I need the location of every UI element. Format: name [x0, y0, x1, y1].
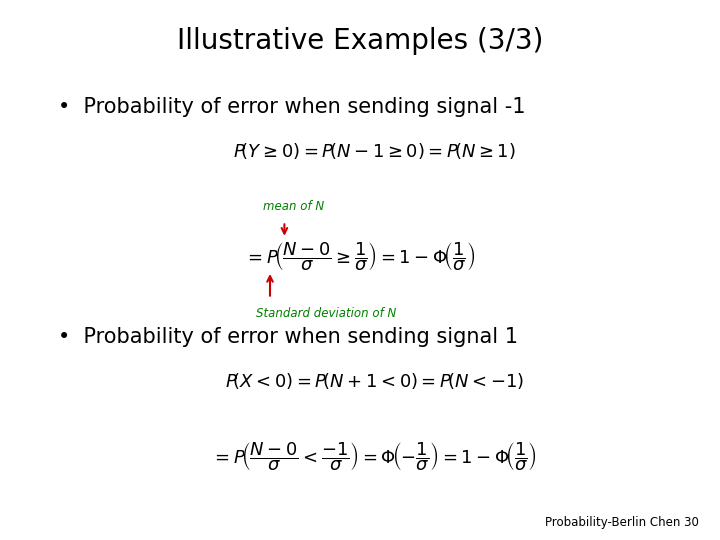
Text: $P\!\left(Y \geq 0\right)= P\!\left(N-1\geq 0\right)= P\!\left(N \geq 1\right)$: $P\!\left(Y \geq 0\right)= P\!\left(N-1\… [233, 141, 516, 161]
Text: •  Probability of error when sending signal 1: • Probability of error when sending sign… [58, 327, 518, 347]
Text: mean of N: mean of N [263, 200, 324, 213]
Text: $= P\!\left(\dfrac{N-0}{\sigma} < \dfrac{-1}{\sigma}\right) = \Phi\!\left(-\dfra: $= P\!\left(\dfrac{N-0}{\sigma} < \dfrac… [212, 440, 537, 473]
Text: $P\!\left(X < 0\right)= P\!\left(N+1 < 0\right)= P\!\left(N < -1\right)$: $P\!\left(X < 0\right)= P\!\left(N+1 < 0… [225, 370, 524, 391]
Text: Illustrative Examples (3/3): Illustrative Examples (3/3) [177, 27, 543, 55]
Text: $= P\!\left(\dfrac{N-0}{\sigma} \geq \dfrac{1}{\sigma}\right) = 1 - \Phi\!\left(: $= P\!\left(\dfrac{N-0}{\sigma} \geq \df… [245, 240, 475, 273]
Text: Standard deviation of N: Standard deviation of N [256, 307, 396, 320]
Text: •  Probability of error when sending signal -1: • Probability of error when sending sign… [58, 97, 525, 117]
Text: Probability-Berlin Chen 30: Probability-Berlin Chen 30 [544, 516, 698, 529]
